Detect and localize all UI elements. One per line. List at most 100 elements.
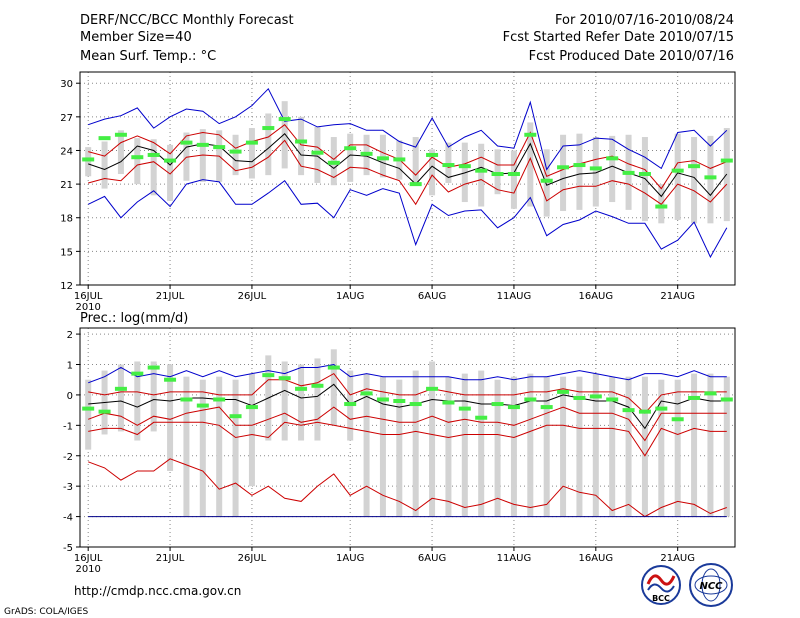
header-member-size: Member Size=40 — [80, 30, 192, 45]
box-day-32 — [592, 373, 599, 517]
median-mark-day-29 — [540, 405, 553, 410]
median-mark-day-25 — [475, 168, 488, 173]
header-variable: Mean Surf. Temp.: °C — [80, 49, 216, 64]
box-day-39 — [707, 135, 714, 224]
y-tick-label-5: 0 — [67, 391, 73, 402]
y-tick-label-1: -4 — [63, 513, 73, 524]
median-mark-day-34 — [622, 408, 635, 413]
y-tick-label-3: 21 — [60, 180, 73, 191]
box-day-34 — [625, 376, 632, 517]
median-mark-day-19 — [376, 397, 389, 402]
outer-lower-line — [87, 179, 728, 259]
box-day-29 — [543, 149, 550, 217]
box-day-23 — [445, 376, 452, 517]
box-day-24 — [461, 373, 468, 517]
median-mark-day-11 — [245, 405, 258, 410]
box-day-39 — [707, 373, 714, 517]
box-day-9 — [216, 376, 223, 517]
box-day-33 — [609, 135, 616, 203]
box-day-19 — [379, 134, 386, 178]
median-mark-day-29 — [540, 178, 553, 183]
x-tick-label-4: 6AUG — [418, 291, 446, 302]
box-day-31 — [576, 133, 583, 210]
box-day-4 — [134, 361, 141, 441]
box-day-25 — [478, 370, 485, 517]
box-day-7 — [183, 376, 190, 517]
box-day-24 — [461, 142, 468, 203]
y-tick-label-2: -3 — [63, 482, 73, 493]
median-mark-day-10 — [229, 149, 242, 154]
median-mark-day-38 — [688, 164, 701, 169]
box-day-14 — [298, 116, 305, 176]
median-mark-day-18 — [360, 391, 373, 396]
y-tick-label-2: 18 — [60, 214, 73, 225]
box-day-31 — [576, 376, 583, 517]
median-mark-day-37 — [671, 417, 684, 422]
median-mark-day-4 — [131, 371, 144, 376]
header-produced-date: Fcst Produced Date 2010/07/16 — [529, 49, 734, 64]
median-mark-day-36 — [655, 406, 668, 411]
mean-line — [88, 132, 728, 198]
box-day-27 — [510, 150, 517, 209]
footer-url[interactable]: http://cmdp.ncc.cma.gov.cn — [74, 584, 241, 598]
box-day-11 — [248, 128, 255, 179]
x-tick-label-6: 16AUG — [578, 291, 613, 302]
median-mark-day-15 — [311, 383, 324, 388]
x-tick-label-6: 16AUG — [578, 553, 613, 564]
box-day-13 — [281, 101, 288, 169]
plot-frame — [79, 71, 736, 286]
median-mark-day-35 — [638, 409, 651, 414]
median-mark-day-40 — [720, 397, 733, 402]
x-tick-year-0: 2010 — [75, 302, 100, 313]
box-day-22 — [429, 149, 436, 196]
median-mark-day-6 — [164, 377, 177, 382]
y-tick-label-0: -5 — [63, 543, 73, 554]
y-tick-label-6: 30 — [60, 79, 73, 90]
y-tick-label-4: -1 — [63, 421, 73, 432]
median-mark-day-1 — [82, 406, 95, 411]
box-day-8 — [199, 379, 206, 517]
median-mark-day-7 — [180, 397, 193, 402]
x-tick-label-5: 11AUG — [497, 291, 532, 302]
x-tick-label-2: 26JUL — [238, 291, 267, 302]
box-day-27 — [510, 376, 517, 517]
y-tick-label-5: 27 — [60, 113, 73, 124]
median-mark-day-5 — [147, 152, 160, 157]
header-start-date: Fcst Started Refer Date 2010/07/15 — [503, 30, 734, 45]
x-tick-label-2: 26JUL — [238, 553, 267, 564]
box-day-28 — [527, 122, 534, 207]
box-day-28 — [527, 373, 534, 517]
x-tick-label-0: 16JUL — [74, 553, 103, 564]
median-mark-day-9 — [213, 397, 226, 402]
precip-panel-title: Prec.: log(mm/d) — [80, 311, 188, 326]
box-day-6 — [167, 144, 174, 201]
median-mark-day-13 — [278, 117, 291, 122]
y-tick-label-7: 2 — [67, 330, 73, 341]
median-mark-day-11 — [245, 140, 258, 145]
x-tick-label-3: 1AUG — [336, 553, 364, 564]
median-mark-day-15 — [311, 150, 324, 155]
box-day-20 — [396, 379, 403, 517]
median-mark-day-16 — [327, 365, 340, 370]
median-mark-day-23 — [442, 400, 455, 405]
median-mark-day-2 — [98, 409, 111, 414]
x-tick-label-5: 11AUG — [497, 553, 532, 564]
median-mark-day-39 — [704, 391, 717, 396]
box-day-4 — [134, 138, 141, 185]
median-mark-day-22 — [426, 386, 439, 391]
ncc-logo-text: NCC — [699, 581, 723, 592]
box-day-32 — [592, 137, 599, 207]
box-day-1 — [85, 147, 92, 177]
median-mark-day-35 — [638, 172, 651, 177]
inner-upper-line — [88, 124, 727, 190]
median-mark-day-33 — [606, 156, 619, 161]
box-day-15 — [314, 126, 321, 183]
median-mark-day-21 — [409, 182, 422, 187]
median-mark-day-22 — [426, 152, 439, 157]
median-mark-day-20 — [393, 157, 406, 162]
median-mark-day-9 — [213, 145, 226, 150]
x-tick-label-4: 6AUG — [418, 553, 446, 564]
